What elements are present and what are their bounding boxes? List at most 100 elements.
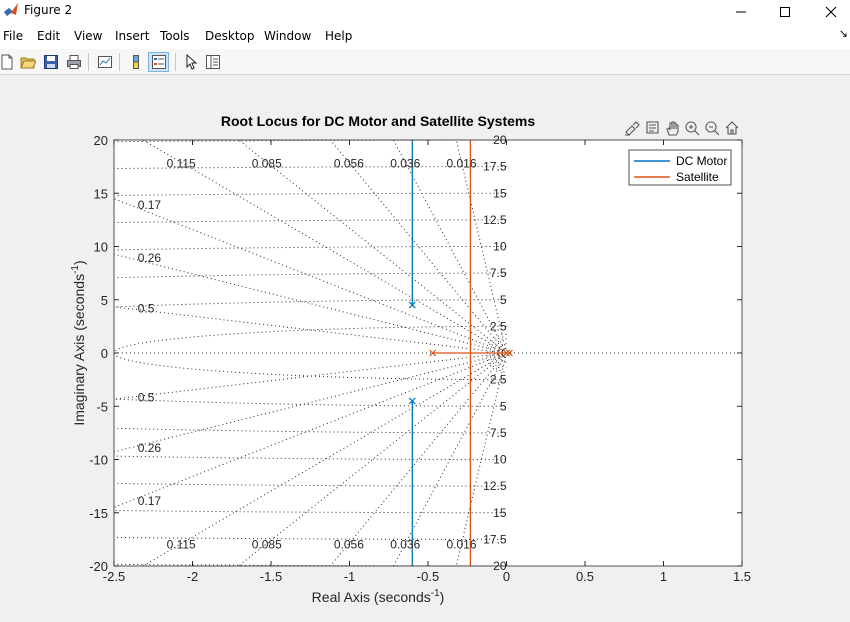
data-tips-icon[interactable] [646,121,659,134]
x-axis-label-superscript: -1 [431,588,440,599]
y-tick-label: -5 [96,399,108,414]
frequency-label: 5 [500,293,507,307]
damping-label: 0.056 [334,538,364,552]
y-tick-label: 0 [101,346,108,361]
y-tick-label: -10 [89,453,108,468]
toolbar-separator [119,53,120,71]
pole-marker [498,348,503,358]
matlab-logo-icon [4,3,18,16]
legend-button[interactable] [148,52,169,72]
home-icon[interactable] [725,121,739,135]
y-tick-label: -20 [89,559,108,574]
chart-title: Root Locus for DC Motor and Satellite Sy… [221,113,535,129]
zoom-in-icon-glyph [685,121,700,136]
legend-box [628,149,732,186]
frequency-label: 2.5 [490,319,507,333]
pole-marker [429,349,437,357]
damping-label: 0.036 [390,156,420,170]
frequency-label: 10 [493,240,507,254]
window-titlebar: Figure 2 [0,0,850,23]
menu-edit[interactable]: Edit [37,29,61,43]
x-tick-label: 0.5 [576,569,594,584]
open-file-icon [19,57,36,69]
print-button[interactable] [63,52,84,72]
legend-icon [151,55,166,69]
frequency-label: 7.5 [490,426,507,440]
minimize-icon [736,11,746,12]
menu-help[interactable]: Help [325,29,353,43]
frequency-label: 15 [493,186,507,200]
x-tick-label: -0.5 [417,569,439,584]
frequency-grid-arc [501,347,507,359]
pan-icon[interactable] [666,121,679,136]
x-tick-label: 1 [660,569,667,584]
save-button[interactable] [40,52,61,72]
home-icon-glyph [725,121,739,135]
data-tips-icon-glyph [646,121,659,134]
x-tick-label: 1.5 [733,569,751,584]
axes-background [114,140,742,566]
damping-grid-line [455,140,507,354]
menu-file[interactable]: File [3,29,24,43]
frequency-label: 5 [500,399,507,413]
pole-marker [408,397,416,405]
window-title: Figure 2 [24,3,73,17]
frequency-label: 17.5 [483,532,507,546]
maximize-button[interactable] [762,0,808,23]
damping-label: 0.016 [447,538,477,552]
toolbar-separator [88,53,89,71]
figure-toolbar [0,49,850,75]
x-axis-label-close: ) [440,589,445,605]
menu-insert[interactable]: Insert [115,29,150,43]
zoom-out-icon[interactable] [705,121,720,136]
new-figure-button[interactable] [0,52,17,72]
pole-marker [506,349,513,357]
frequency-label: 15 [493,506,507,520]
legend[interactable]: DC Motor Satellite [628,149,732,186]
x-tick-label: -1 [344,569,356,584]
x-tick-label: -2 [187,569,199,584]
minimize-button[interactable] [718,0,764,23]
zoom-in-icon[interactable] [685,121,700,136]
damping-label: 0.17 [138,198,162,212]
damping-label: 0.115 [167,538,196,552]
frequency-label: 10 [493,453,507,467]
save-icon [43,55,58,69]
frequency-label: 7.5 [490,266,507,280]
pan-icon-glyph [666,121,679,136]
property-inspector-button[interactable] [202,52,223,72]
figure-canvas: 0.115 0.115 0.085 0.085 0.056 0.056 0.036 0.036… [0,76,850,622]
damping-label: 0.016 [447,156,477,170]
menubar: File Edit View Insert Tools Desktop Wind… [0,23,850,49]
legend-entry: Satellite [676,170,719,184]
damping-label: 0.17 [138,494,162,508]
menubar-overflow-icon[interactable]: ↘ [838,28,848,40]
link-plot-button[interactable] [94,52,115,72]
damping-label: 0.085 [252,538,282,552]
open-file-button[interactable] [17,52,38,72]
y-tick-label: 15 [94,186,108,201]
colorbar-button[interactable] [125,52,146,72]
menu-tools[interactable]: Tools [160,29,190,43]
menu-window[interactable]: Window [264,29,312,43]
edit-plot-button[interactable] [180,52,201,72]
close-icon [825,6,837,17]
damping-label: 0.26 [138,251,162,265]
brush-icon[interactable] [625,121,640,136]
maximize-icon [780,6,790,17]
zoom-out-icon-glyph [705,121,720,136]
x-tick-label: -2.5 [103,569,125,584]
x-tick-label: -1.5 [260,569,282,584]
damping-label: 0.5 [138,302,155,316]
brush-icon-glyph [625,121,640,136]
root-locus-plot[interactable]: 0.115 0.115 0.085 0.085 0.056 0.056 0.036 0.036… [0,76,850,622]
y-tick-label: 20 [94,133,108,148]
menu-desktop[interactable]: Desktop [205,29,255,43]
frequency-grid-arc [114,325,507,381]
menu-view[interactable]: View [74,29,103,43]
y-axis-label-close: ) [71,260,87,265]
damping-grid-line [455,352,507,566]
x-tick-label: 0 [503,569,510,584]
y-axis-label-text: Imaginary Axis (seconds [71,274,87,426]
close-button[interactable] [808,0,850,23]
